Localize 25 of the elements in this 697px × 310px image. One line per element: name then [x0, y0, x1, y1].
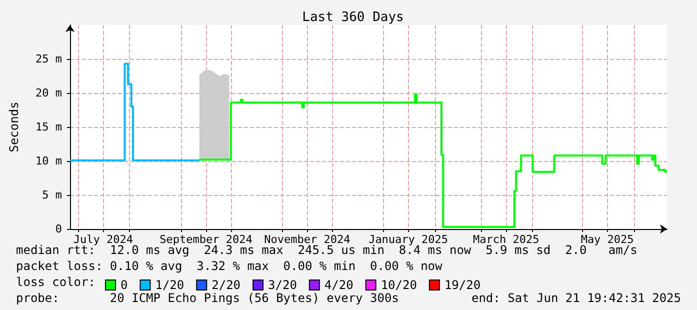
- legend-label: 4/20: [324, 278, 354, 292]
- legend-label: 10/20: [380, 278, 417, 292]
- y-tick-label: 10 m: [36, 154, 62, 168]
- legend-label: 1/20: [155, 278, 184, 292]
- legend-label: 0: [120, 278, 128, 292]
- y-tick-label: 0: [55, 222, 62, 236]
- y-tick-label: 15 m: [36, 120, 62, 134]
- text: probe: 20 ICMP Echo Pings (56 Bytes) every 300s: [16, 291, 399, 305]
- legend-label: 2/20: [212, 278, 241, 292]
- y-tick-label: 20 m: [36, 86, 62, 100]
- y-tick-label: 25 m: [36, 52, 62, 66]
- x-tick-label: July 2024: [73, 233, 134, 246]
- y-tick-label: 5 m: [42, 188, 62, 202]
- legend-title: loss color:: [16, 275, 96, 289]
- legend-label: 3/20: [268, 278, 297, 292]
- legend-label: 19/20: [444, 278, 481, 292]
- x-tick-label: January 2025: [368, 233, 448, 246]
- x-tick-label: March 2025: [473, 233, 540, 246]
- text: packet loss: 0.10 % avg 3.32 % max 0.00 % min 0.00 % now: [16, 259, 444, 273]
- x-tick-label: September 2024: [160, 233, 253, 246]
- x-tick-label: November 2024: [264, 233, 351, 246]
- x-tick-label: May 2025: [580, 233, 634, 246]
- y-axis-title: Seconds: [7, 102, 21, 152]
- chart-title: Last 360 Days: [302, 10, 404, 25]
- text: end: Sat Jun 21 19:42:31 2025: [471, 291, 681, 305]
